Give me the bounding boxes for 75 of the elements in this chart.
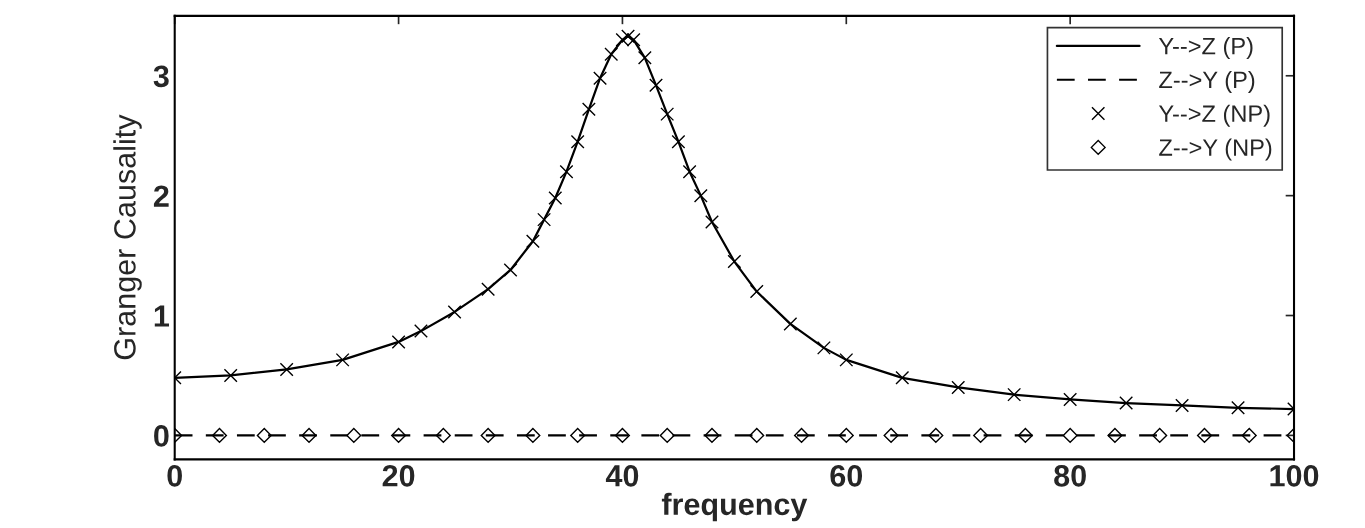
- point: [1231, 400, 1246, 415]
- point: [883, 427, 899, 443]
- x-tick-label: 20: [382, 465, 415, 487]
- point: [1063, 392, 1078, 407]
- point: [480, 427, 496, 443]
- point: [838, 427, 854, 443]
- legend-label: Y-->Z (P): [1158, 37, 1253, 60]
- point: [895, 370, 910, 385]
- point: [346, 427, 362, 443]
- point: [928, 427, 944, 443]
- point: [705, 215, 719, 229]
- point: [727, 254, 742, 269]
- point: [621, 29, 635, 44]
- x-tick-label: 100: [1270, 465, 1319, 487]
- x-tick-label: 60: [830, 465, 863, 487]
- point: [537, 212, 552, 227]
- point: [749, 284, 764, 299]
- point: [1196, 427, 1213, 443]
- point: [223, 368, 238, 383]
- point: [1007, 387, 1022, 402]
- point: [671, 134, 686, 149]
- point: [649, 78, 663, 93]
- y-tick-label: 0: [154, 425, 169, 447]
- point: [1175, 398, 1190, 413]
- point: [503, 263, 518, 277]
- point: [581, 102, 596, 117]
- point: [335, 352, 350, 367]
- point: [1017, 427, 1033, 443]
- y-tick-label: 3: [153, 65, 169, 88]
- point: [548, 191, 563, 205]
- point: [256, 427, 272, 443]
- point: [693, 188, 708, 203]
- x-tick-label: 40: [605, 465, 639, 487]
- point: [951, 380, 966, 395]
- point: [604, 47, 619, 62]
- point: [559, 164, 574, 179]
- x-axis-title: frequency: [661, 492, 808, 522]
- legend-label: Z-->Y (P): [1159, 70, 1255, 93]
- point: [391, 427, 407, 443]
- y-axis-title: Granger Causality: [113, 114, 142, 360]
- point: [435, 427, 451, 443]
- point: [525, 234, 540, 249]
- point: [1241, 427, 1257, 443]
- point: [525, 427, 541, 443]
- point: [637, 50, 652, 65]
- point: [570, 134, 585, 149]
- point: [816, 340, 831, 355]
- point: [211, 427, 228, 443]
- point: [704, 427, 720, 443]
- y-tick-label: 2: [153, 185, 169, 207]
- point: [279, 362, 294, 377]
- point: [391, 334, 406, 349]
- point: [593, 71, 607, 86]
- point: [973, 427, 989, 443]
- point: [682, 164, 697, 179]
- legend-label: Z-->Y (NP): [1159, 138, 1272, 161]
- x-tick-label: 80: [1054, 465, 1086, 487]
- point: [614, 427, 631, 443]
- point: [783, 316, 798, 331]
- legend-label: Y-->Z (NP): [1158, 104, 1270, 127]
- point: [660, 107, 675, 122]
- point: [749, 427, 765, 443]
- point: [1152, 427, 1168, 443]
- point: [793, 427, 810, 443]
- point: [1107, 427, 1123, 443]
- point: [570, 427, 586, 443]
- point: [481, 282, 496, 297]
- point: [659, 427, 675, 443]
- point: [1062, 427, 1078, 443]
- y-tick-label: 1: [154, 305, 170, 327]
- point: [839, 352, 854, 367]
- point: [1119, 396, 1134, 410]
- point: [447, 304, 462, 319]
- point: [301, 427, 317, 443]
- point: [414, 324, 428, 339]
